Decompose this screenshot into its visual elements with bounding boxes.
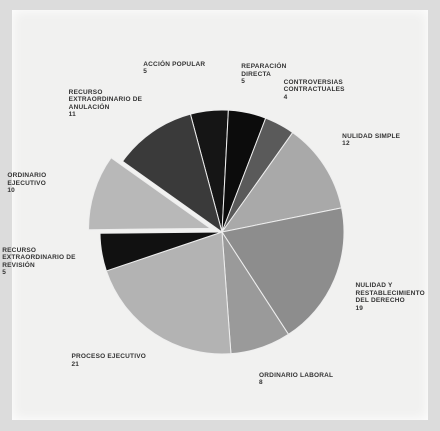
pie-slice [221, 207, 345, 336]
category-label: ORDINARIO EJECUTIVO [7, 172, 47, 187]
category-label: NULIDAD Y RESTABLECIMIENTO DEL DERECHO [355, 282, 425, 304]
value-label: 5 [2, 269, 7, 277]
category-label: PROCESO EJECUTIVO [71, 353, 147, 361]
pie-slice [88, 157, 213, 231]
value-label: 12 [342, 140, 350, 148]
slice-label: RECURSO EXTRAORDINARIO DE ANULACIÓN 11 [69, 89, 145, 119]
pie-slice [121, 113, 223, 234]
value-label: 5 [143, 68, 148, 76]
value-label: 19 [355, 304, 364, 312]
category-label: CONTROVERSIAS CONTRACTUALES [283, 78, 345, 94]
slice-label: ORDINARIO EJECUTIVO 10 [7, 172, 83, 195]
slice-label: CONTROVERSIAS CONTRACTUALES 4 [284, 79, 360, 102]
slice-label: ACCIÓN POPULAR 5 [143, 61, 219, 76]
pie-slice [105, 231, 232, 355]
category-label: RECURSO EXTRAORDINARIO DE REVISIÓN [2, 246, 76, 269]
category-label: RECURSO EXTRAORDINARIO DE ANULACIÓN [68, 88, 143, 111]
value-label: 4 [283, 93, 288, 101]
value-label: 5 [241, 78, 246, 86]
value-label: 10 [7, 187, 15, 195]
pie-slice [99, 231, 223, 272]
category-label: REPARACIÓN DIRECTA [241, 63, 287, 78]
slice-label: ORDINARIO LABORAL 8 [259, 372, 335, 387]
slice-label: RECURSO EXTRAORDINARIO DE REVISIÓN 5 [2, 247, 78, 277]
value-label: 11 [68, 111, 76, 119]
slice-label: NULIDAD Y RESTABLECIMIENTO DEL DERECHO 19 [355, 282, 431, 312]
chart-card: ACCIÓN POPULAR 5 REPARACIÓN DIRECTA 5 CONTRO… [2, 10, 431, 420]
category-label: NULIDAD SIMPLE [342, 132, 401, 140]
value-label: 8 [259, 379, 263, 387]
value-label: 21 [71, 360, 80, 368]
category-label: ORDINARIO LABORAL [259, 371, 334, 379]
slice-label: NULIDAD SIMPLE 12 [342, 133, 418, 148]
slice-label: PROCESO EJECUTIVO 21 [71, 353, 147, 368]
slice-label: REPARACIÓN DIRECTA 5 [241, 63, 317, 86]
category-label: ACCIÓN POPULAR [143, 60, 206, 68]
pie-slice [220, 131, 343, 233]
chart [88, 109, 345, 355]
